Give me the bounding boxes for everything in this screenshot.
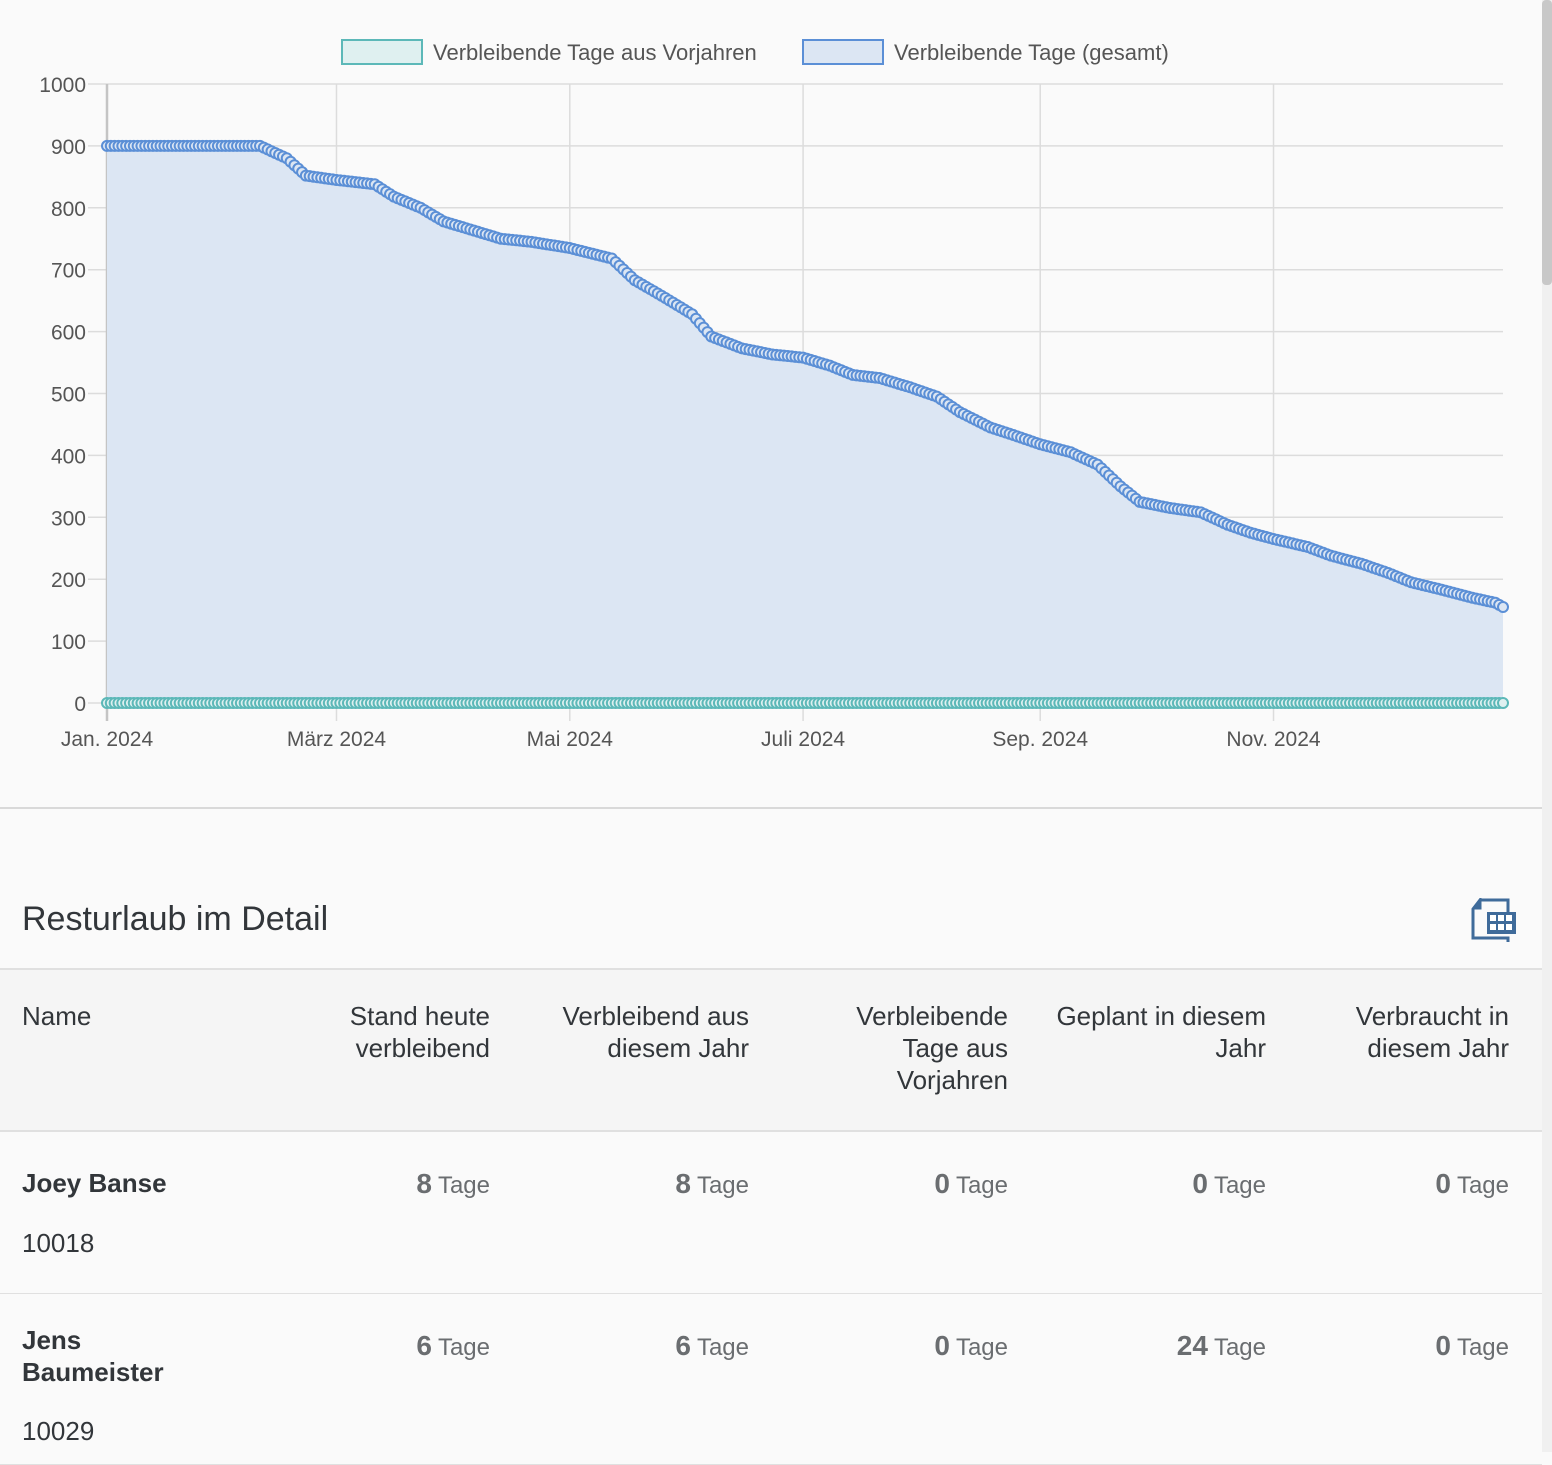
days-unit: Tage [955,1334,1008,1361]
table-row[interactable]: Jens Baumeister 10029 6 Tage 6 Tage 0 Tage 24 Tag… [0,1294,1542,1465]
days-unit: Tage [1213,1172,1266,1199]
days-number: 24 [1176,1330,1208,1361]
days-value: 0 Tage [934,1168,1008,1200]
employee-name: Joey Banse [22,1168,167,1198]
y-tick-label: 1000 [39,74,86,97]
legend-label: Verbleibende Tage aus Vorjahren [433,40,757,65]
y-tick-label: 900 [51,136,86,159]
y-tick-label: 800 [51,198,86,221]
y-tick-label: 400 [51,445,86,468]
legend-swatch [341,39,423,65]
y-tick-label: 600 [51,322,86,345]
employee-id: 10029 [22,1416,95,1446]
days-number: 0 [1435,1168,1451,1199]
days-value: 6 Tage [675,1330,749,1362]
days-unit: Tage [1213,1334,1266,1361]
column-header-remaining-previous-years[interactable]: Verbleibende Tage aus Vorjahren [856,1001,1008,1095]
days-unit: Tage [1456,1172,1509,1199]
days-value: 0 Tage [1435,1168,1509,1200]
x-tick-label: Nov. 2024 [1226,728,1320,751]
column-header-remaining-this-year[interactable]: Verbleibend aus diesem Jahr [562,1001,749,1063]
days-number: 6 [416,1330,432,1361]
days-number: 8 [675,1168,691,1199]
days-number: 0 [934,1330,950,1361]
days-unit: Tage [437,1172,490,1199]
column-header-planned-this-year[interactable]: Geplant in diesem Jahr [1056,1001,1266,1063]
x-tick-label: Jan. 2024 [61,728,154,751]
scrollbar-thumb[interactable] [1542,0,1552,285]
employee-id: 10018 [22,1228,95,1258]
days-value: 8 Tage [675,1168,749,1200]
days-number: 8 [416,1168,432,1199]
divider [0,807,1542,809]
y-tick-label: 200 [51,569,86,592]
days-value: 0 Tage [934,1330,1008,1362]
y-tick-label: 300 [51,507,86,530]
days-number: 6 [675,1330,691,1361]
days-number: 0 [1192,1168,1208,1199]
legend-swatch [802,39,884,65]
data-point [1497,601,1509,614]
employee-name: Jens Baumeister [22,1325,164,1387]
days-number: 0 [1435,1330,1451,1361]
days-unit: Tage [1456,1334,1509,1361]
days-unit: Tage [955,1172,1008,1199]
table-header: Name Stand heute verbleibend Verbleibend… [0,968,1542,1133]
scrollbar-track[interactable] [1542,0,1552,1452]
days-unit: Tage [696,1334,749,1361]
y-tick-label: 100 [51,631,86,654]
days-value: 0 Tage [1435,1330,1509,1362]
data-point [1497,697,1509,709]
column-header-remaining-today[interactable]: Stand heute verbleibend [349,1001,490,1063]
y-tick-label: 500 [51,384,86,407]
series-area [107,145,1503,703]
column-header-used-this-year[interactable]: Verbraucht in diesem Jahr [1355,1001,1509,1063]
spreadsheet-export-icon[interactable] [1470,895,1518,946]
table-row[interactable]: Joey Banse 10018 8 Tage 8 Tage 0 Tage 0 Tage 0 Tage [0,1132,1542,1294]
y-tick-label: 0 [74,693,86,716]
days-value: 0 Tage [1192,1168,1266,1200]
days-value: 6 Tage [416,1330,490,1362]
remaining-days-chart: 0 100 200 300 400 500 600 700 800 900 1000 Jan. 202… [39,39,1509,751]
days-unit: Tage [696,1172,749,1199]
x-tick-label: Mai 2024 [527,728,614,751]
days-unit: Tage [437,1334,490,1361]
x-tick-label: Juli 2024 [761,728,845,751]
column-header-name[interactable]: Name [22,1001,92,1031]
x-tick-label: März 2024 [287,728,387,751]
days-value: 24 Tage [1177,1330,1266,1362]
y-tick-label: 700 [51,260,86,283]
section-title: Resturlaub im Detail [22,900,329,938]
days-value: 8 Tage [416,1168,490,1200]
legend-label: Verbleibende Tage (gesamt) [894,40,1169,65]
days-number: 0 [934,1168,950,1199]
x-tick-label: Sep. 2024 [992,728,1088,751]
